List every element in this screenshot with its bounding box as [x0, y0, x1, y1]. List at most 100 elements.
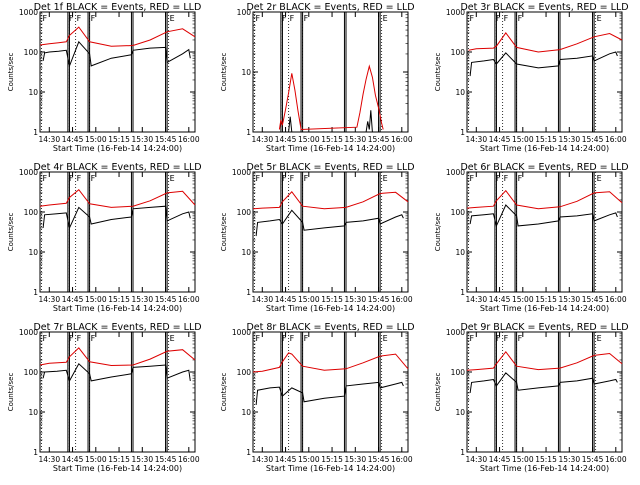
y-tick-label: 1	[460, 128, 465, 137]
x-tick-label: 15:00	[512, 455, 534, 464]
x-tick-label: 14:45	[62, 295, 84, 304]
y-tick-label: 1	[33, 288, 38, 297]
flag-label: E	[170, 334, 175, 343]
x-axis-label: Start Time (16-Feb-14 14:24:00)	[53, 464, 182, 473]
x-tick-label: 15:00	[298, 295, 320, 304]
y-tick-label: 100	[237, 368, 252, 377]
x-tick-label: 14:45	[275, 295, 297, 304]
flag-label: E	[597, 334, 602, 343]
panel-8: Det 8r BLACK = Events, RED = LLD 1 10 100 10…	[220, 322, 415, 473]
panel-5: Det 5r BLACK = Events, RED = LLD 1 10 100 10…	[220, 162, 415, 313]
x-tick-label: 15:45	[582, 135, 604, 144]
flag-label: F	[69, 174, 74, 183]
y-tick-label: 1000	[232, 328, 251, 337]
series-line-red	[466, 350, 623, 371]
x-tick-label: 15:45	[155, 455, 177, 464]
x-tick-label: 15:30	[131, 455, 153, 464]
x-tick-label: 14:45	[489, 295, 511, 304]
x-tick-label: 16:00	[391, 295, 413, 304]
y-tick-label: 100	[24, 208, 39, 217]
flag-label: F	[470, 334, 475, 343]
y-tick-label: 100	[237, 208, 252, 217]
flag-label: F	[282, 174, 287, 183]
series-line-red	[39, 188, 196, 208]
x-tick-label: 15:15	[535, 295, 557, 304]
x-tick-label: 14:30	[251, 135, 273, 144]
flag-label: F	[496, 174, 501, 183]
x-tick-label: 14:45	[489, 455, 511, 464]
x-axis-label: Start Time (16-Feb-14 14:24:00)	[266, 464, 395, 473]
x-tick-label: 15:30	[344, 295, 366, 304]
series-line-red	[278, 64, 384, 131]
y-tick-label: 1000	[232, 168, 251, 177]
panel-title: Det 5r BLACK = Events, RED = LLD	[246, 162, 414, 173]
x-tick-label: 16:00	[178, 135, 200, 144]
y-tick-label: 100	[451, 368, 466, 377]
panel-title: Det 4r BLACK = Events, RED = LLD	[33, 162, 201, 173]
x-tick-label: 15:30	[344, 455, 366, 464]
x-tick-label: 15:45	[368, 295, 390, 304]
x-tick-label: 14:45	[62, 455, 84, 464]
x-tick-label: 16:00	[605, 295, 627, 304]
flag-label: F	[290, 174, 295, 183]
x-tick-label: 15:00	[512, 135, 534, 144]
flag-label: F	[518, 14, 523, 23]
y-tick-label: 1	[246, 128, 251, 137]
y-tick-label: 1	[33, 448, 38, 457]
x-tick-label: 15:30	[131, 295, 153, 304]
flag-label: F	[69, 14, 74, 23]
flag-label: F	[504, 334, 509, 343]
series-line-red	[468, 32, 623, 53]
x-tick-label: 15:30	[558, 455, 580, 464]
plot-frame	[252, 11, 409, 133]
flag-label: F	[290, 14, 295, 23]
series-line-red	[252, 191, 409, 210]
x-tick-label: 15:15	[321, 455, 343, 464]
x-tick-label: 15:15	[535, 135, 557, 144]
y-tick-label: 100	[237, 8, 252, 17]
x-tick-label: 15:15	[321, 295, 343, 304]
x-axis-label: Start Time (16-Feb-14 14:24:00)	[480, 464, 609, 473]
flag-label: F	[504, 14, 509, 23]
flag-label: F	[518, 334, 523, 343]
y-tick-label: 100	[451, 48, 466, 57]
plot-frame	[252, 171, 409, 293]
y-tick-label: 10	[455, 88, 465, 97]
x-tick-label: 14:45	[62, 135, 84, 144]
x-tick-label: 16:00	[605, 455, 627, 464]
x-tick-label: 15:45	[368, 135, 390, 144]
flag-label: F	[470, 14, 475, 23]
y-tick-label: 100	[451, 208, 466, 217]
flag-label: F	[518, 174, 523, 183]
series-line-black	[469, 204, 618, 228]
flag-label: F	[256, 14, 261, 23]
flag-label: F	[290, 334, 295, 343]
x-tick-label: 15:00	[85, 295, 107, 304]
x-axis-label: Start Time (16-Feb-14 14:24:00)	[53, 304, 182, 313]
flag-label: F	[504, 174, 509, 183]
flag-label: F	[91, 334, 96, 343]
flag-label: E	[170, 174, 175, 183]
y-tick-label: 10	[28, 248, 38, 257]
flag-label: F	[77, 14, 82, 23]
panel-2: Det 2r BLACK = Events, RED = LLD 1 10 100 14…	[220, 2, 415, 153]
series-line-red	[466, 189, 623, 210]
panel-title: Det 8r BLACK = Events, RED = LLD	[246, 322, 414, 333]
flag-label: E	[597, 14, 602, 23]
panel-1: Det 1f BLACK = Events, RED = LLD 1 10 100 10…	[7, 2, 201, 153]
panel-title: Det 2r BLACK = Events, RED = LLD	[246, 2, 414, 13]
x-axis-label: Start Time (16-Feb-14 14:24:00)	[266, 144, 395, 153]
flag-label: F	[91, 14, 96, 23]
y-tick-label: 1000	[446, 8, 465, 17]
y-tick-label: 1000	[19, 168, 38, 177]
series-line-black	[469, 372, 618, 393]
plot-frame	[466, 331, 623, 453]
panel-title: Det 1f BLACK = Events, RED = LLD	[34, 2, 202, 13]
y-tick-label: 1	[33, 128, 38, 137]
flag-label: F	[256, 334, 261, 343]
x-tick-label: 16:00	[178, 455, 200, 464]
y-axis-label: Counts/sec	[220, 373, 228, 412]
y-tick-label: 1000	[19, 8, 38, 17]
